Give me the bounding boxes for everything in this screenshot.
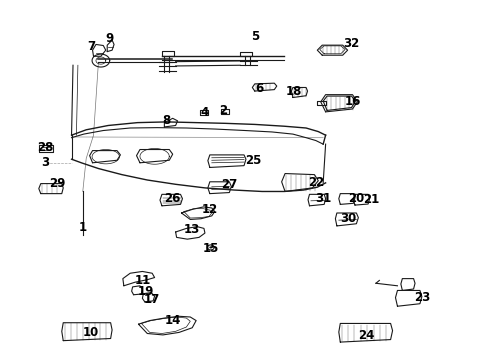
Text: 19: 19 [138,285,154,298]
Text: 4: 4 [201,106,209,119]
Text: 10: 10 [83,326,99,339]
Text: 18: 18 [286,85,302,98]
Text: 15: 15 [202,242,219,255]
Text: 6: 6 [255,82,264,95]
Text: 21: 21 [363,193,379,206]
Text: 29: 29 [49,177,65,190]
Text: 7: 7 [87,40,95,53]
Text: 27: 27 [221,178,238,191]
Text: 22: 22 [308,176,324,189]
Text: 3: 3 [42,156,49,169]
Text: 13: 13 [184,223,200,236]
Text: 17: 17 [144,293,160,306]
Text: 1: 1 [79,221,87,234]
Text: 23: 23 [414,291,430,304]
Text: 30: 30 [341,212,357,225]
Text: 24: 24 [358,329,374,342]
Text: 5: 5 [251,30,259,43]
Text: 25: 25 [245,154,262,167]
Circle shape [209,246,212,248]
Text: 12: 12 [202,203,218,216]
Text: 32: 32 [343,36,360,50]
Text: 8: 8 [163,114,171,127]
Text: 2: 2 [219,104,227,117]
Text: 14: 14 [165,314,181,327]
Text: 16: 16 [344,95,361,108]
Text: 11: 11 [134,274,150,287]
Text: 9: 9 [105,32,113,45]
Text: 26: 26 [165,192,181,205]
Text: 31: 31 [315,192,331,205]
Text: 20: 20 [348,192,365,205]
Text: 28: 28 [37,140,54,153]
